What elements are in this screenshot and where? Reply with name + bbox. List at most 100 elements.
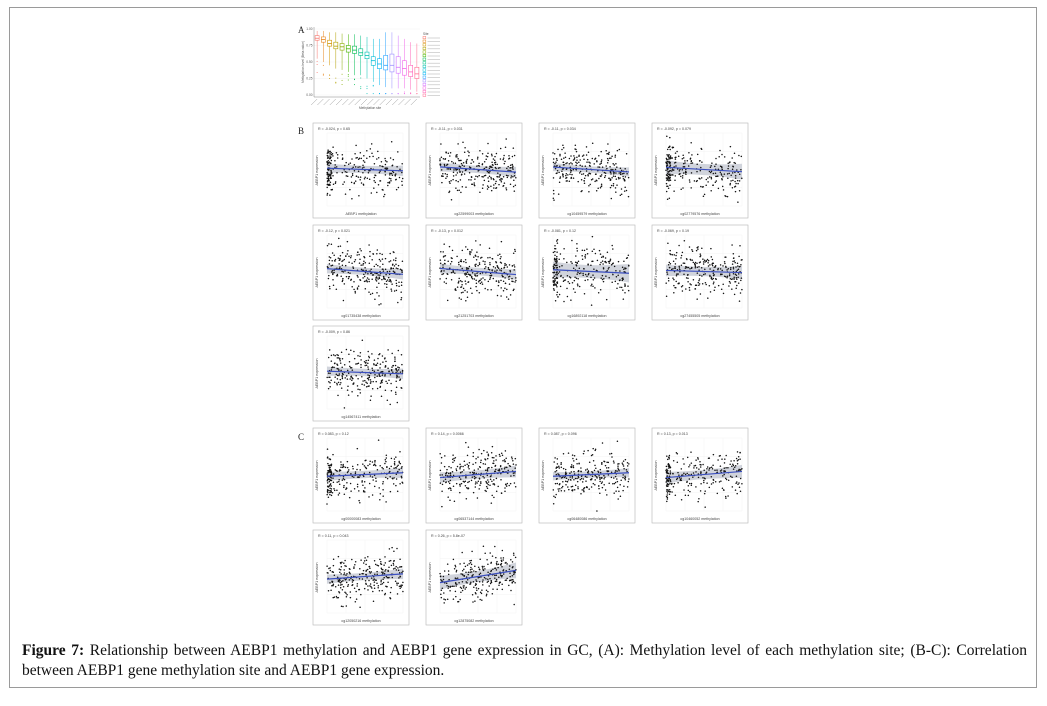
scatter-point [624, 477, 626, 480]
scatter-point [468, 467, 470, 470]
scatter-point [552, 152, 554, 154]
scatter-point [739, 490, 742, 493]
scatter-point [339, 360, 341, 362]
scatter-point [727, 177, 729, 180]
box-ytick: 0.00 [306, 93, 312, 97]
scatter-point [573, 155, 575, 157]
scatter-stat: R = -0.11, p = 0.031 [431, 127, 463, 131]
scatter-point [562, 173, 564, 176]
scatter-point [392, 171, 395, 174]
scatter-point [446, 299, 449, 302]
scatter-point [709, 171, 712, 174]
scatter-point [458, 169, 461, 171]
scatter-point [458, 189, 460, 191]
scatter-point [697, 457, 699, 459]
scatter-point [390, 288, 392, 290]
scatter-point [493, 161, 496, 164]
scatter-point [347, 585, 349, 588]
scatter-point [450, 278, 453, 281]
scatter-point [579, 159, 581, 161]
scatter-point [350, 472, 352, 475]
scatter-point [622, 476, 624, 479]
scatter-point [399, 587, 401, 590]
scatter-point [678, 474, 680, 476]
scatter-point [359, 279, 362, 281]
scatter-point [382, 277, 385, 280]
scatter-point [741, 288, 743, 291]
scatter-point [606, 162, 609, 164]
scatter-point [555, 284, 558, 287]
scatter-point [617, 465, 619, 467]
scatter-point [329, 458, 332, 461]
scatter-point [584, 279, 586, 282]
scatter-point [466, 463, 468, 465]
scatter-point [672, 146, 675, 149]
scatter-point [390, 369, 393, 372]
scatter-point [380, 563, 383, 565]
scatter-point [666, 468, 668, 470]
scatter-point [487, 177, 489, 179]
scatter-point [571, 475, 574, 478]
scatter-point [379, 165, 381, 167]
scatter-point [488, 268, 491, 271]
scatter-point [513, 482, 516, 484]
scatter-point [623, 268, 625, 270]
scatter-point [737, 182, 739, 185]
scatter-point [494, 267, 497, 269]
scatter-point [741, 258, 743, 261]
scatter-point [391, 164, 394, 167]
scatter-point [618, 490, 620, 492]
scatter-point [568, 157, 571, 160]
scatter-point [344, 565, 346, 567]
scatter-point [478, 292, 481, 294]
scatter-point [381, 268, 384, 270]
scatter-point [690, 284, 692, 286]
scatter-point [721, 269, 723, 272]
scatter-point [331, 189, 333, 191]
scatter-point [469, 166, 472, 169]
scatter-point [391, 283, 393, 285]
box-xlabel: Methylation site [359, 106, 381, 110]
scatter-point [712, 274, 715, 277]
scatter-point [472, 601, 474, 603]
scatter-point [574, 148, 576, 150]
scatter-point [328, 259, 331, 262]
scatter-point [439, 163, 441, 165]
scatter-point [357, 285, 360, 287]
scatter-point [587, 279, 589, 281]
scatter-point [489, 475, 492, 478]
scatter-point [456, 168, 459, 171]
scatter-point [354, 152, 356, 155]
scatter-point [730, 460, 732, 462]
scatter-point [401, 177, 404, 180]
scatter-point [384, 364, 387, 367]
scatter-point [607, 461, 610, 464]
scatter-point [732, 268, 735, 270]
scatter-point [474, 265, 477, 268]
scatter-point [704, 490, 706, 492]
scatter-point [499, 269, 501, 271]
scatter-point [612, 460, 615, 462]
scatter-point [397, 151, 399, 153]
scatter-point [468, 151, 470, 154]
scatter-point [354, 259, 357, 261]
scatter-point [476, 158, 479, 160]
scatter-point [373, 363, 375, 365]
scatter-point [617, 274, 619, 277]
scatter-point [350, 366, 353, 369]
scatter-point [388, 177, 391, 179]
scatter-point [601, 442, 604, 444]
scatter-point [499, 166, 501, 169]
scatter-point [345, 595, 348, 598]
scatter-point [441, 579, 443, 582]
scatter-point [591, 157, 594, 160]
scatter-point [461, 267, 463, 270]
scatter-point [382, 489, 384, 491]
scatter-point [498, 281, 500, 284]
scatter-point [340, 369, 342, 372]
scatter-point [553, 199, 555, 201]
scatter-point [401, 466, 403, 468]
